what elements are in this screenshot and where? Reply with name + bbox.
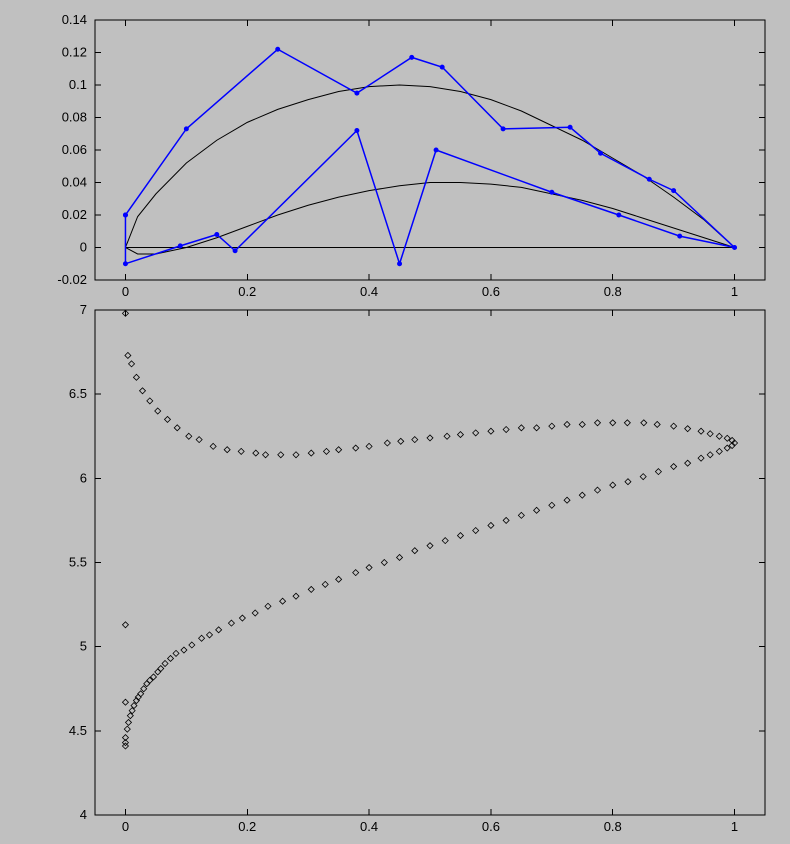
blue-marker	[434, 148, 438, 152]
x-tick-label: 0.6	[482, 284, 500, 299]
y-tick-label: 4.5	[69, 723, 87, 738]
x-tick-label: 1	[731, 284, 738, 299]
blue-marker	[355, 91, 359, 95]
x-tick-label: 0.6	[482, 819, 500, 834]
y-tick-label: 0.14	[62, 12, 87, 27]
y-tick-label: 7	[80, 302, 87, 317]
x-tick-label: 0.4	[360, 819, 378, 834]
x-tick-label: 1	[731, 819, 738, 834]
y-tick-label: 6	[80, 470, 87, 485]
x-tick-label: 0.8	[604, 819, 622, 834]
blue-marker	[184, 127, 188, 131]
y-tick-label: 5.5	[69, 555, 87, 570]
blue-marker	[410, 55, 414, 59]
y-tick-label: 0.08	[62, 110, 87, 125]
y-tick-label: 5	[80, 639, 87, 654]
top-chart: 0 0.2 0.4 0.6 0.8 1 -0.02 0 0.02 0.04 0.06 0.08 0.1 0…	[57, 12, 765, 299]
blue-marker	[647, 177, 651, 181]
blue-marker	[398, 262, 402, 266]
blue-marker	[178, 244, 182, 248]
bottom-chart: 0 0.2 0.4 0.6 0.8 1 4 4.5 5 5.5 6 6.5 7	[69, 302, 765, 834]
blue-marker	[440, 65, 444, 69]
y-tick-label: 0.04	[62, 175, 87, 190]
y-tick-label: 0.06	[62, 142, 87, 157]
blue-marker	[501, 127, 505, 131]
blue-marker	[678, 234, 682, 238]
blue-marker	[568, 125, 572, 129]
blue-marker	[550, 190, 554, 194]
blue-marker	[123, 262, 127, 266]
x-tick-label: 0.2	[238, 819, 256, 834]
x-tick-label: 0.8	[604, 284, 622, 299]
blue-marker	[123, 213, 127, 217]
y-tick-label: 4	[80, 807, 87, 822]
x-tick-label: 0.2	[238, 284, 256, 299]
blue-marker	[599, 151, 603, 155]
blue-marker	[617, 213, 621, 217]
x-tick-label: 0	[122, 284, 129, 299]
blue-marker	[233, 249, 237, 253]
y-tick-label: 0	[80, 240, 87, 255]
y-tick-label: 6.5	[69, 386, 87, 401]
y-tick-label: 0.12	[62, 45, 87, 60]
y-tick-label: 0.1	[69, 77, 87, 92]
blue-marker	[355, 129, 359, 133]
blue-marker	[276, 47, 280, 51]
blue-marker	[215, 233, 219, 237]
y-tick-label: 0.02	[62, 207, 87, 222]
figure: 0 0.2 0.4 0.6 0.8 1 -0.02 0 0.02 0.04 0.06 0.08 0.1 0…	[0, 0, 790, 844]
y-tick-label: -0.02	[57, 272, 87, 287]
x-tick-label: 0.4	[360, 284, 378, 299]
blue-marker	[733, 246, 737, 250]
x-tick-label: 0	[122, 819, 129, 834]
blue-marker	[672, 189, 676, 193]
